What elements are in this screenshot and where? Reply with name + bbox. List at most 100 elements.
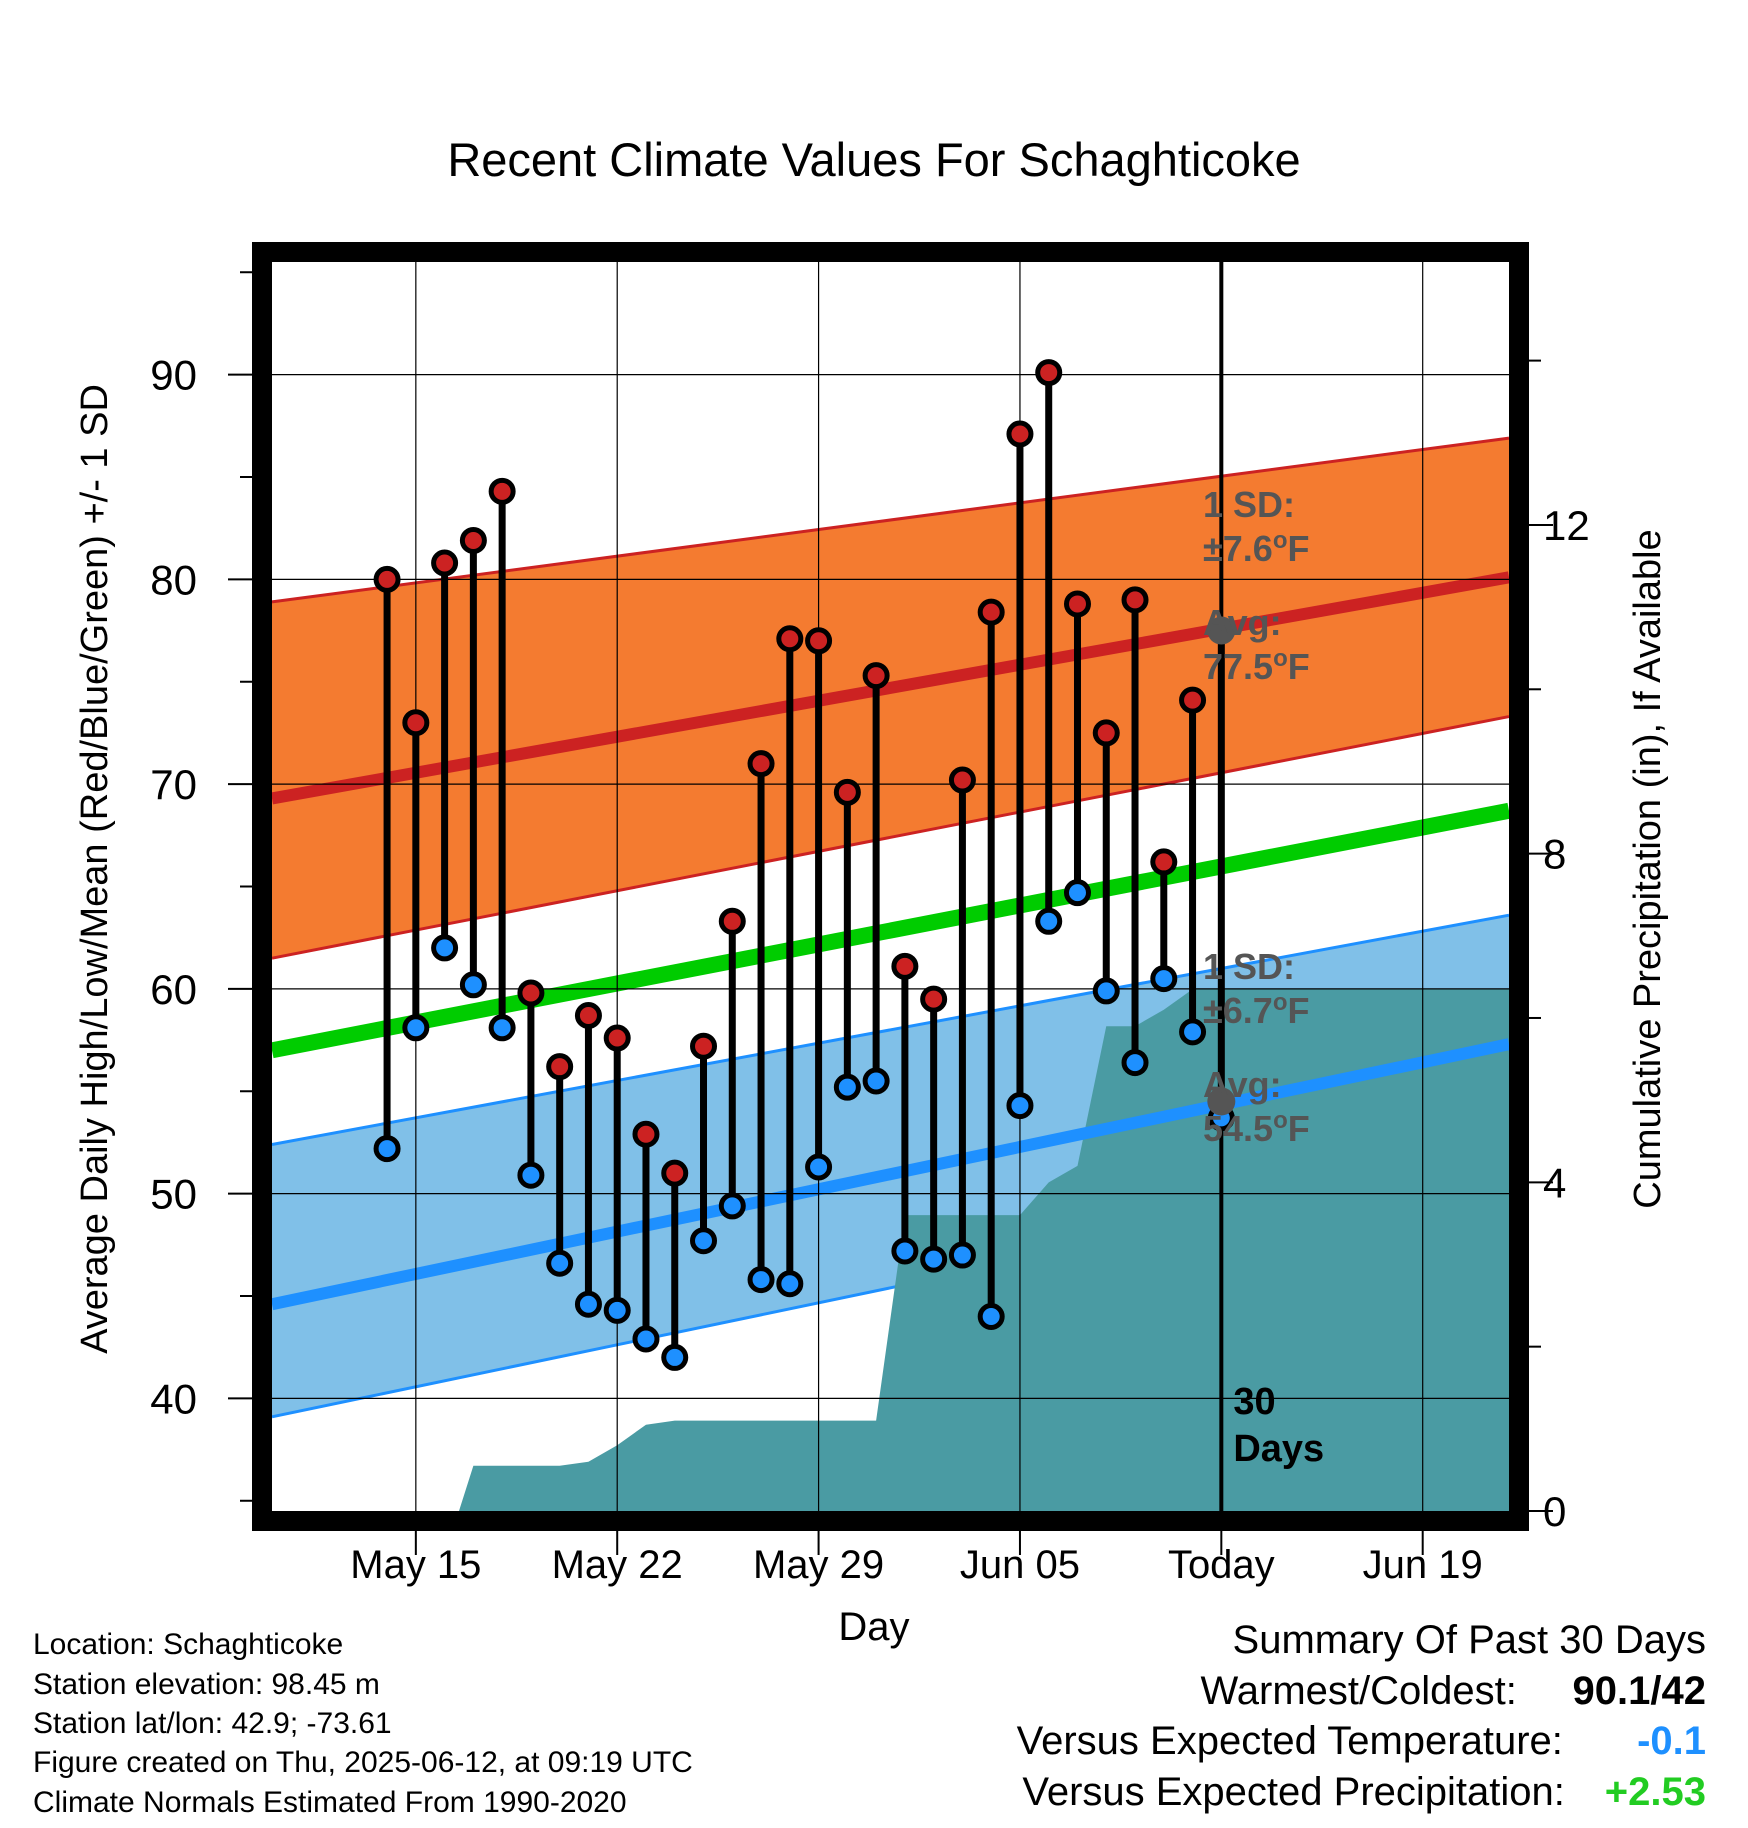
y-tick-label: 70 bbox=[150, 761, 197, 808]
y-axis-title: Average Daily High/Low/Mean (Red/Blue/Gr… bbox=[74, 384, 116, 1354]
elevation-text: Station elevation: 98.45 m bbox=[33, 1668, 380, 1701]
normals-period-text: Climate Normals Estimated From 1990-2020 bbox=[33, 1786, 627, 1819]
low-point bbox=[373, 1135, 401, 1163]
low-point bbox=[891, 1237, 919, 1265]
high-normal-line bbox=[270, 571, 1511, 805]
high-point bbox=[805, 627, 833, 655]
warm-cold-label: Warmest/Coldest: bbox=[1200, 1669, 1517, 1713]
high-point bbox=[862, 662, 890, 690]
high-point bbox=[402, 709, 430, 737]
today-count-label: 30 bbox=[1233, 1381, 1275, 1423]
high-point bbox=[977, 598, 1005, 626]
low-point bbox=[805, 1153, 833, 1181]
low-point bbox=[517, 1161, 545, 1189]
high-point bbox=[459, 526, 487, 554]
plot-frame bbox=[252, 242, 1529, 1531]
x-tick-label: May 29 bbox=[753, 1543, 884, 1587]
x-axis-title: Day bbox=[838, 1605, 909, 1649]
high-sd-band bbox=[272, 438, 1509, 959]
high-avg-annotation-1: 77.5oF bbox=[1203, 645, 1310, 687]
low-point bbox=[603, 1296, 631, 1324]
low-point bbox=[1035, 907, 1063, 935]
low-point bbox=[546, 1249, 574, 1277]
high-point bbox=[661, 1159, 689, 1187]
high-point bbox=[431, 549, 459, 577]
x-tick-label: Jun 05 bbox=[960, 1543, 1080, 1587]
high-point bbox=[373, 565, 401, 593]
summary-temp-departure: Versus Expected Temperature: -0.1 bbox=[1017, 1721, 1706, 1761]
high-point bbox=[517, 979, 545, 1007]
high-point bbox=[574, 1001, 602, 1029]
high-avg-annotation-0: Avg: bbox=[1203, 602, 1282, 643]
chart-title: Recent Climate Values For Schaghticoke bbox=[447, 133, 1300, 186]
x-tick-label: Jun 19 bbox=[1363, 1543, 1483, 1587]
y-tick-label: 90 bbox=[150, 352, 197, 399]
low-point bbox=[747, 1266, 775, 1294]
low-point bbox=[402, 1014, 430, 1042]
precip-departure-value: +2.53 bbox=[1604, 1770, 1706, 1814]
high-point bbox=[1121, 586, 1149, 614]
y2-tick-label: 4 bbox=[1543, 1159, 1566, 1206]
low-sd-annotation-1: ±6.7oF bbox=[1203, 989, 1309, 1031]
high-point bbox=[776, 625, 804, 653]
low-point bbox=[1121, 1049, 1149, 1077]
high-sd-annotation-0: 1 SD: bbox=[1203, 484, 1295, 525]
high-point bbox=[632, 1120, 660, 1148]
summary-precip-departure: Versus Expected Precipitation: +2.53 bbox=[1022, 1772, 1706, 1812]
low-avg-annotation-0: Avg: bbox=[1203, 1064, 1282, 1105]
low-point bbox=[431, 934, 459, 962]
high-point bbox=[603, 1024, 631, 1052]
y-axis-right: 0 4 8 12 bbox=[1529, 359, 1590, 1535]
high-point bbox=[690, 1032, 718, 1060]
low-avg-marker bbox=[1207, 1087, 1236, 1116]
precipitation-area bbox=[458, 989, 1509, 1511]
low-point bbox=[661, 1343, 689, 1371]
low-point bbox=[948, 1241, 976, 1269]
precip-departure-label: Versus Expected Precipitation: bbox=[1022, 1770, 1565, 1814]
high-avg-marker bbox=[1207, 616, 1236, 645]
y2-axis-title: Cumulative Precipitation (in), If Availa… bbox=[1627, 529, 1669, 1208]
high-point bbox=[546, 1053, 574, 1081]
x-tick-label: Today bbox=[1168, 1543, 1275, 1587]
low-point bbox=[488, 1014, 516, 1042]
low-point bbox=[977, 1302, 1005, 1330]
summary-title: Summary Of Past 30 Days bbox=[1232, 1618, 1706, 1662]
summary-warm-cold: Warmest/Coldest: 90.1/42 bbox=[1201, 1671, 1707, 1711]
high-point bbox=[1063, 590, 1091, 618]
high-sd-band-lower-edge bbox=[271, 715, 1510, 960]
x-tick-label: May 22 bbox=[552, 1543, 683, 1587]
warm-cold-value: 90.1/42 bbox=[1572, 1669, 1706, 1713]
high-point bbox=[1035, 359, 1063, 387]
low-point bbox=[1179, 1018, 1207, 1046]
low-avg-annotation-1: 54.5oF bbox=[1203, 1107, 1310, 1149]
latlon-text: Station lat/lon: 42.9; -73.61 bbox=[33, 1707, 392, 1740]
high-point bbox=[920, 985, 948, 1013]
high-point bbox=[1179, 686, 1207, 714]
low-point bbox=[459, 971, 487, 999]
mean-normal-line bbox=[270, 802, 1511, 1059]
low-point bbox=[574, 1290, 602, 1318]
x-tick-label: May 15 bbox=[350, 1543, 481, 1587]
high-point bbox=[488, 477, 516, 505]
high-sd-band-upper-edge bbox=[271, 436, 1510, 604]
low-normal-line bbox=[270, 1038, 1511, 1311]
high-point bbox=[833, 778, 861, 806]
low-point bbox=[690, 1227, 718, 1255]
high-point bbox=[891, 952, 919, 980]
y2-tick-label: 0 bbox=[1543, 1488, 1566, 1535]
y-tick-label: 40 bbox=[150, 1375, 197, 1422]
x-axis: May 15 May 22 May 29 Jun 05 Today Jun 19 bbox=[350, 1531, 1483, 1587]
high-point bbox=[718, 907, 746, 935]
y-tick-label: 80 bbox=[150, 556, 197, 603]
low-point bbox=[1006, 1092, 1034, 1120]
high-point bbox=[747, 750, 775, 778]
temp-departure-value: -0.1 bbox=[1637, 1719, 1706, 1763]
y2-tick-label: 8 bbox=[1543, 831, 1566, 878]
low-point bbox=[833, 1073, 861, 1101]
low-point bbox=[718, 1192, 746, 1220]
y-axis-left: 40 50 60 70 80 90 bbox=[150, 271, 252, 1502]
y-tick-label: 50 bbox=[150, 1171, 197, 1218]
high-point bbox=[1150, 848, 1178, 876]
low-point bbox=[862, 1067, 890, 1095]
